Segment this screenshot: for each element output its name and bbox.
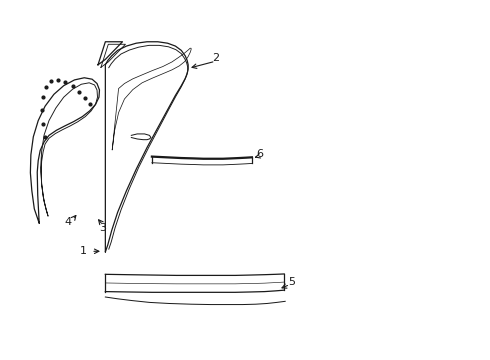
Text: 1: 1: [80, 246, 87, 256]
Text: 3: 3: [99, 222, 106, 233]
Text: 6: 6: [256, 149, 263, 159]
Text: 5: 5: [288, 277, 295, 287]
Text: 4: 4: [64, 217, 71, 228]
Text: 2: 2: [212, 53, 219, 63]
